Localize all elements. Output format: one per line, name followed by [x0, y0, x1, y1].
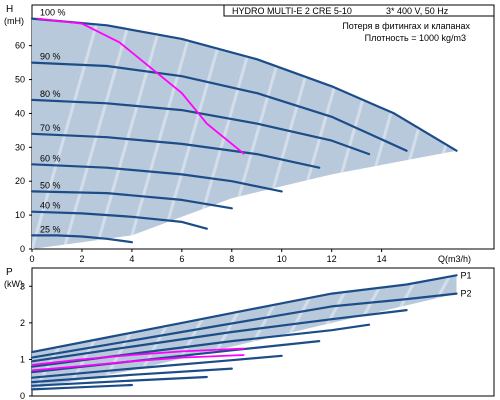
y-tick-label: 40: [15, 108, 25, 118]
losses-note: Потеря в фитингах и клапанах: [342, 21, 470, 31]
envelope-hatch: [126, 18, 200, 249]
curve-label: P1: [461, 270, 472, 280]
y-tick-label: 0: [20, 391, 25, 400]
curve-70: [30, 132, 321, 169]
operating-envelope: [32, 18, 457, 249]
head-axis-unit: (mH): [4, 16, 24, 26]
head-curve-labels: 100 % 90 % 80 % 70 % 60 % 50 % 40 % 25 %: [40, 8, 66, 235]
head-axis-ticks: 0 10 20 30 40 50 60 0 2 4 6 8 10 12 14: [15, 41, 387, 264]
y-tick-label: 30: [15, 142, 25, 152]
system-curve: [36, 17, 245, 155]
envelope-hatch: [94, 18, 168, 249]
supply-spec: 3* 400 V, 50 Hz: [386, 6, 449, 16]
curve-7: [30, 375, 208, 387]
curve-40: [30, 210, 208, 230]
curve-5: [30, 354, 283, 379]
power-curve-labels: P1 P2: [461, 270, 472, 298]
x-tick-label: 10: [277, 254, 287, 264]
x-tick-label: 0: [29, 254, 34, 264]
y-tick-label: 0: [20, 244, 25, 254]
envelope-hatch: [32, 18, 104, 249]
system-curve: [31, 354, 245, 372]
y-tick-label: 3: [20, 281, 25, 291]
power-axis-symbol: P: [6, 267, 13, 278]
x-tick-label: 14: [377, 254, 387, 264]
x-tick-label: 8: [229, 254, 234, 264]
y-tick-label: 1: [20, 354, 25, 364]
curve-100: [30, 17, 458, 152]
curve-label: 60 %: [40, 153, 61, 163]
curve-90: [30, 61, 408, 152]
system-curve: [31, 347, 245, 366]
curve-label: 25 %: [40, 224, 61, 234]
y-tick-label: 20: [15, 176, 25, 186]
y-tick-label: 2: [20, 318, 25, 328]
pump-model: HYDRO MULTI-E 2 CRE 5-10: [232, 6, 352, 16]
density-note: Плотность = 1000 kg/m3: [365, 33, 466, 43]
y-tick-label: 60: [15, 41, 25, 51]
x-tick-label: 12: [327, 254, 337, 264]
curve-label: 70 %: [40, 123, 61, 133]
head-curves: [30, 17, 458, 244]
curve-2: [30, 309, 408, 363]
curve-p1: [30, 274, 458, 354]
power-chart: P1 P2 0 1 2 3 P (kW): [4, 267, 495, 400]
curve-p2: [30, 292, 458, 359]
curve-label: 40 %: [40, 201, 61, 211]
head-axis-symbol: H: [6, 4, 13, 15]
curve-label: 50 %: [40, 180, 61, 190]
power-system-curve: [31, 347, 245, 372]
curve-80: [30, 98, 371, 156]
power-axis-unit: (kW): [4, 279, 23, 289]
y-tick-label: 10: [15, 210, 25, 220]
x-tick-label: 2: [79, 254, 84, 264]
curve-50: [30, 190, 233, 210]
curve-60: [30, 163, 283, 193]
curve-6: [30, 367, 233, 384]
curve-label: 80 %: [40, 89, 61, 99]
head-system-curve: [36, 17, 245, 155]
flow-axis-label: Q(m3/h): [438, 254, 471, 264]
power-axis-ticks: 0 1 2 3: [20, 281, 32, 400]
curve-label: P2: [461, 289, 472, 299]
x-tick-label: 4: [129, 254, 134, 264]
curve-25: [30, 234, 133, 244]
head-chart: 100 %90 %80 %70 %60 %50 %40 %25 % 010203…: [4, 4, 495, 264]
curve-label: 90 %: [40, 52, 61, 62]
y-tick-label: 50: [15, 75, 25, 85]
x-tick-label: 6: [179, 254, 184, 264]
curve-label: 100 %: [40, 8, 66, 18]
curve-8: [30, 383, 133, 391]
info-box: [223, 4, 495, 17]
